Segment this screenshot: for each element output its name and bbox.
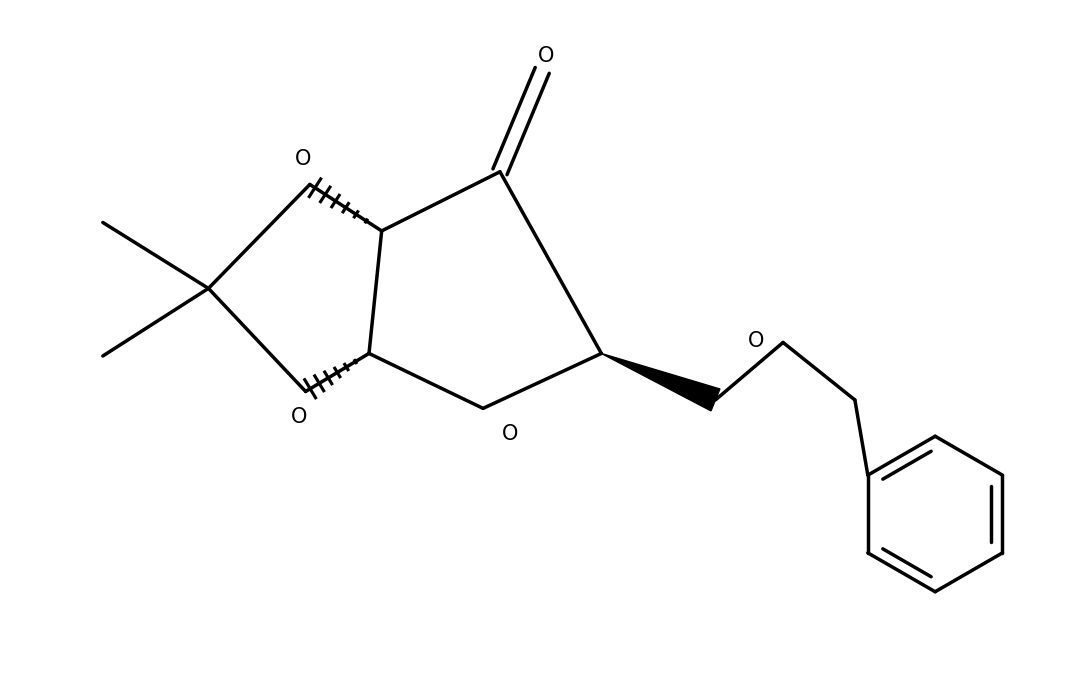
Text: O: O: [291, 406, 307, 426]
Text: O: O: [501, 424, 518, 444]
Text: O: O: [748, 331, 764, 351]
Polygon shape: [601, 353, 720, 411]
Text: O: O: [538, 46, 554, 66]
Text: O: O: [295, 149, 311, 169]
